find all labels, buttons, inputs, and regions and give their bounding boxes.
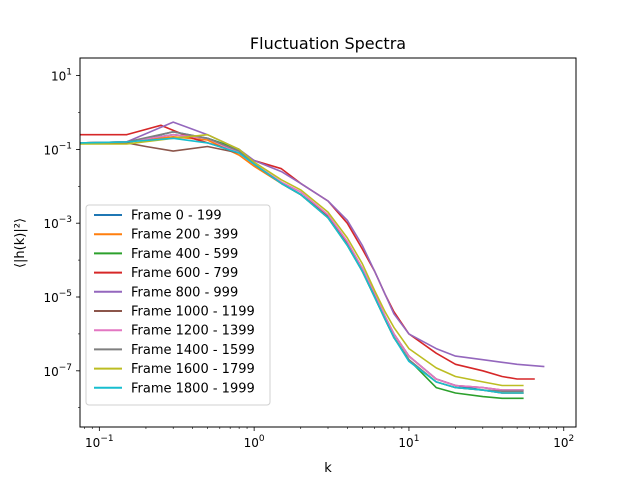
legend-box	[85, 204, 271, 406]
y-tick-label: 10−1	[43, 141, 72, 157]
series-line-8	[80, 133, 524, 387]
x-tick-label: 102	[553, 434, 574, 450]
x-tick-label: 10−1	[85, 434, 114, 450]
legend-label: Frame 1600 - 1799	[131, 362, 255, 377]
series-line-9	[80, 137, 524, 394]
legend-label: Frame 1400 - 1599	[131, 343, 255, 358]
x-axis-label: k	[324, 461, 332, 476]
legend-label: Frame 400 - 599	[131, 247, 238, 262]
legend-label: Frame 1200 - 1399	[131, 324, 255, 339]
legend-label: Frame 1800 - 1999	[131, 381, 255, 396]
x-axis-ticks: 10−1 100 101 102	[84, 427, 574, 450]
legend: Frame 0 - 199 Frame 200 - 399 Frame 400 - …	[85, 204, 271, 406]
legend-label: Frame 0 - 199	[131, 209, 222, 224]
legend-label: Frame 800 - 999	[131, 285, 238, 300]
y-tick-label: 10−5	[43, 289, 72, 305]
chart-title: Fluctuation Spectra	[250, 34, 406, 53]
y-tick-label: 101	[51, 68, 72, 84]
y-tick-label: 10−3	[43, 215, 72, 231]
y-axis-label: ⟨|h(k)|²⟩	[13, 218, 28, 268]
legend-label: Frame 600 - 799	[131, 266, 238, 281]
legend-label: Frame 200 - 399	[131, 228, 238, 243]
y-tick-label: 10−7	[43, 363, 72, 379]
x-tick-label: 100	[244, 434, 265, 450]
y-axis-ticks: 10−7 10−5 10−3 10−1 101	[43, 68, 80, 409]
series-layer	[80, 121, 545, 400]
x-tick-label: 101	[398, 434, 419, 450]
legend-label: Frame 1000 - 1199	[131, 305, 255, 320]
